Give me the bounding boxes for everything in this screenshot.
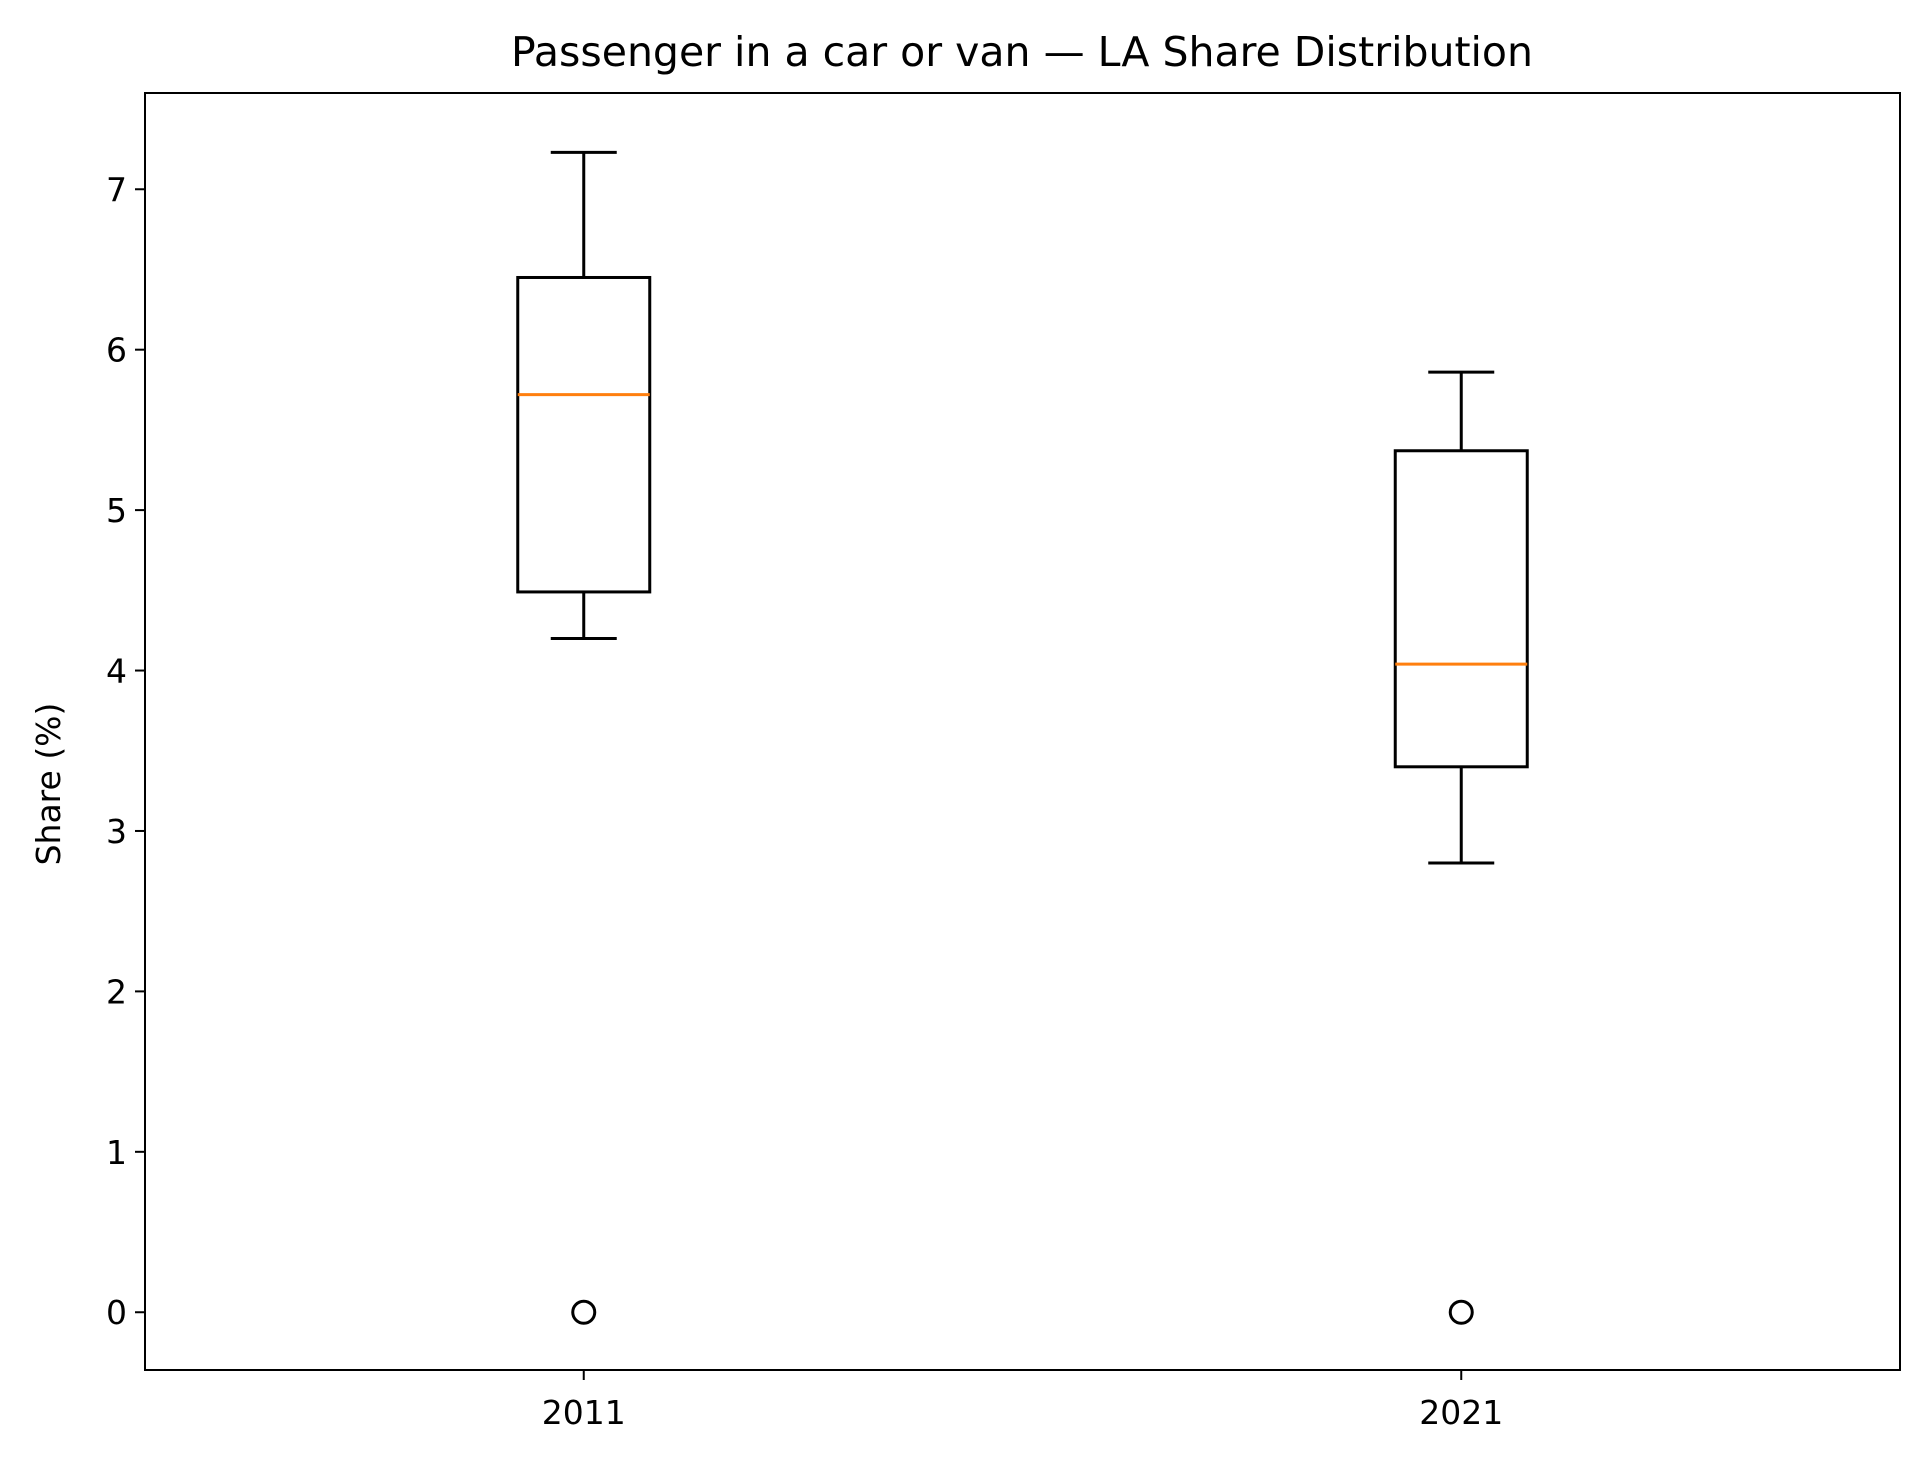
box-2021	[1393, 449, 1529, 769]
y-tick-label: 5	[106, 491, 127, 530]
y-tick-label: 2	[106, 972, 127, 1011]
y-tick-label: 7	[106, 170, 127, 209]
box-2011	[516, 275, 652, 594]
y-tick-label: 0	[106, 1293, 127, 1332]
y-axis-label: Share (%)	[29, 703, 68, 866]
x-tick-label: 2011	[542, 1393, 626, 1432]
chart-title: Passenger in a car or van — LA Share Dis…	[511, 28, 1533, 76]
outlier-point	[1448, 1299, 1474, 1325]
y-tick-label: 1	[106, 1133, 127, 1172]
plot-marks: 0 1 2 3 4 5 6 7 2011 2021	[106, 150, 1529, 1432]
y-tick-label: 3	[106, 812, 127, 851]
plot-frame	[144, 92, 1901, 1371]
y-tick-label: 4	[106, 652, 127, 691]
y-tick-label: 6	[106, 331, 127, 370]
x-tick-label: 2021	[1419, 1393, 1503, 1432]
outlier-point	[571, 1299, 597, 1325]
